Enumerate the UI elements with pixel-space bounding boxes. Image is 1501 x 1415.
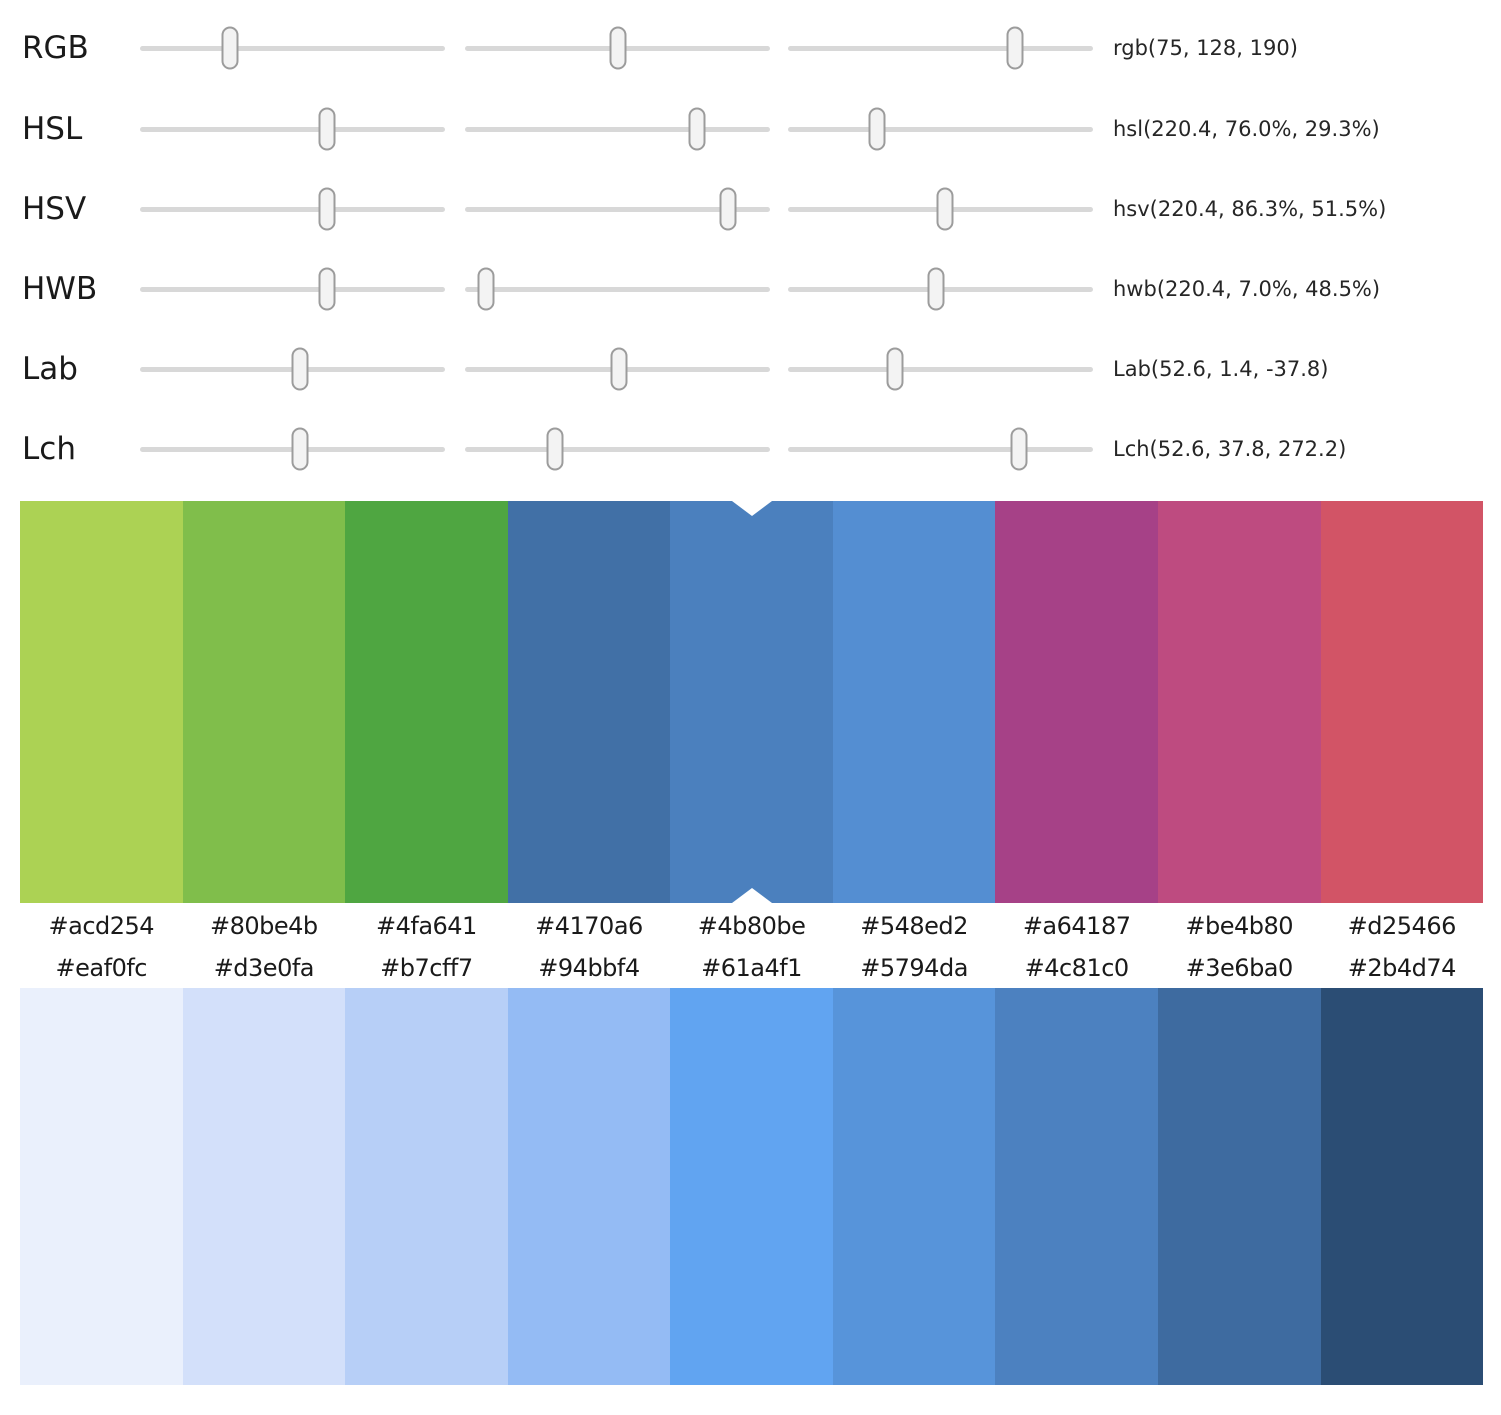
slider-thumb-1[interactable] <box>318 107 336 151</box>
color-swatch-4170a6[interactable] <box>507 501 671 903</box>
slider-thumb-1[interactable] <box>291 427 309 471</box>
slider-thumb-2[interactable] <box>719 187 737 231</box>
slider-thumb-1[interactable] <box>291 347 309 391</box>
hex-label: #be4b80 <box>1185 911 1294 940</box>
hex-label: #2b4d74 <box>1347 954 1457 982</box>
slider-thumb-2[interactable] <box>546 427 564 471</box>
colorspace-label: HWB <box>22 271 98 307</box>
slider-thumb-3[interactable] <box>886 347 904 391</box>
color-swatch-61a4f1[interactable] <box>670 988 833 1385</box>
color-swatch-eaf0fc[interactable] <box>20 988 183 1385</box>
color-value-readout: Lch(52.6, 37.8, 272.2) <box>1113 437 1347 461</box>
color-swatch-3e6ba0[interactable] <box>1157 988 1321 1385</box>
color-swatch-be4b80[interactable] <box>1157 501 1321 903</box>
hex-label: #b7cff7 <box>380 954 473 982</box>
hex-label: #d3e0fa <box>213 954 315 982</box>
color-swatch-94bbf4[interactable] <box>507 988 671 1385</box>
hex-label: #94bbf4 <box>538 954 640 982</box>
slider-thumb-2[interactable] <box>688 107 706 151</box>
colorspace-label: RGB <box>22 30 89 66</box>
slider-track-2[interactable] <box>465 107 770 151</box>
slider-thumb-1[interactable] <box>221 26 239 70</box>
color-swatch-d3e0fa[interactable] <box>182 988 346 1385</box>
slider-track-3[interactable] <box>788 347 1093 391</box>
color-swatch-2b4d74[interactable] <box>1320 988 1484 1385</box>
colorspace-label: Lch <box>22 431 76 467</box>
hex-label: #eaf0fc <box>55 954 148 982</box>
color-swatch-4fa641[interactable] <box>345 501 508 903</box>
slider-track-1[interactable] <box>140 26 445 70</box>
slider-track-1[interactable] <box>140 347 445 391</box>
color-value-readout: hwb(220.4, 7.0%, 48.5%) <box>1113 277 1381 301</box>
hex-label: #d25466 <box>1347 911 1457 940</box>
slider-track-2[interactable] <box>465 26 770 70</box>
color-swatch-4c81c0[interactable] <box>995 988 1158 1385</box>
tone-hex-labels: #eaf0fc #d3e0fa #b7cff7 #94bbf4 #61a4f1 #5794… <box>20 948 1483 988</box>
colorspace-label: Lab <box>22 351 78 387</box>
tone-palette <box>20 988 1484 1385</box>
slider-track-3[interactable] <box>788 267 1093 311</box>
slider-row-hwb: HWB hwb(220.4, 7.0%, 48.5%) <box>0 249 1501 329</box>
slider-row-lab: Lab Lab(52.6, 1.4, -37.8) <box>0 329 1501 409</box>
slider-track-1[interactable] <box>140 187 445 231</box>
hex-label: #548ed2 <box>860 911 968 940</box>
slider-row-hsv: HSV hsv(220.4, 86.3%, 51.5%) <box>0 169 1501 249</box>
color-swatch-5794da[interactable] <box>832 988 996 1385</box>
slider-thumb-3[interactable] <box>936 187 954 231</box>
color-swatch-acd254[interactable] <box>20 501 183 903</box>
slider-track-3[interactable] <box>788 427 1093 471</box>
colorspace-label: HSV <box>22 191 87 227</box>
slider-thumb-3[interactable] <box>927 267 945 311</box>
hue-palette <box>20 501 1484 903</box>
slider-track-1[interactable] <box>140 267 445 311</box>
hex-label: #4fa641 <box>375 911 477 940</box>
hex-label: #4170a6 <box>535 911 643 940</box>
slider-track-2[interactable] <box>465 427 770 471</box>
hue-hex-labels: #acd254 #80be4b #4fa641 #4170a6 #4b80be #548e… <box>20 903 1483 948</box>
color-value-readout: hsv(220.4, 86.3%, 51.5%) <box>1113 197 1387 221</box>
color-swatch-a64187[interactable] <box>995 501 1158 903</box>
slider-row-lch: Lch Lch(52.6, 37.8, 272.2) <box>0 409 1501 489</box>
slider-thumb-3[interactable] <box>868 107 886 151</box>
hex-label: #4c81c0 <box>1024 954 1130 982</box>
hex-label: #4b80be <box>697 911 806 940</box>
slider-thumb-1[interactable] <box>318 187 336 231</box>
color-value-readout: Lab(52.6, 1.4, -37.8) <box>1113 357 1329 381</box>
color-value-readout: rgb(75, 128, 190) <box>1113 36 1298 60</box>
hex-label: #3e6ba0 <box>1185 954 1294 982</box>
selected-swatch-notch-bottom <box>731 888 772 903</box>
color-swatch-80be4b[interactable] <box>182 501 346 903</box>
color-swatch-4b80be[interactable] <box>670 501 833 903</box>
slider-track-2[interactable] <box>465 267 770 311</box>
slider-thumb-2[interactable] <box>609 26 627 70</box>
slider-row-rgb: RGB rgb(75, 128, 190) <box>0 8 1501 88</box>
slider-track-2[interactable] <box>465 187 770 231</box>
hex-label: #80be4b <box>210 911 318 940</box>
slider-track-3[interactable] <box>788 107 1093 151</box>
selected-swatch-notch-top <box>731 501 772 516</box>
colorspace-label: HSL <box>22 111 83 147</box>
color-swatch-b7cff7[interactable] <box>345 988 508 1385</box>
slider-thumb-1[interactable] <box>318 267 336 311</box>
slider-thumb-2[interactable] <box>610 347 628 391</box>
slider-track-3[interactable] <box>788 26 1093 70</box>
color-value-readout: hsl(220.4, 76.0%, 29.3%) <box>1113 117 1380 141</box>
color-swatch-d25466[interactable] <box>1320 501 1484 903</box>
hex-label: #a64187 <box>1022 911 1131 940</box>
slider-thumb-2[interactable] <box>477 267 495 311</box>
slider-track-3[interactable] <box>788 187 1093 231</box>
slider-thumb-3[interactable] <box>1010 427 1028 471</box>
slider-thumb-3[interactable] <box>1006 26 1024 70</box>
hex-label: #61a4f1 <box>701 954 802 982</box>
hex-label: #5794da <box>860 954 968 982</box>
hex-label: #acd254 <box>48 911 155 940</box>
color-swatch-548ed2[interactable] <box>832 501 996 903</box>
slider-track-1[interactable] <box>140 107 445 151</box>
slider-row-hsl: HSL hsl(220.4, 76.0%, 29.3%) <box>0 89 1501 169</box>
slider-track-1[interactable] <box>140 427 445 471</box>
slider-track-2[interactable] <box>465 347 770 391</box>
